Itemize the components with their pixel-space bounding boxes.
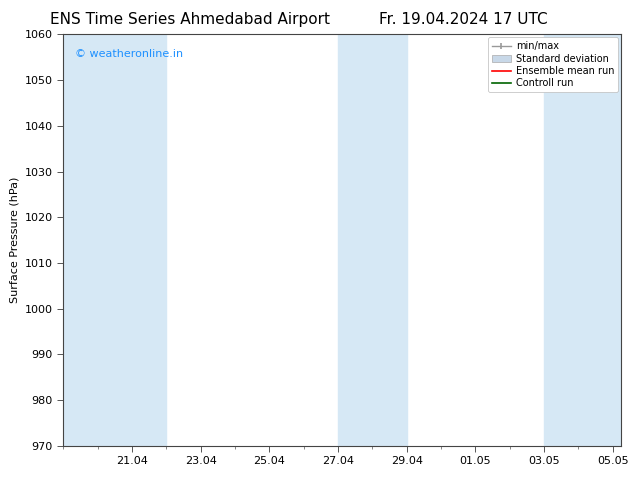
Text: ENS Time Series Ahmedabad Airport: ENS Time Series Ahmedabad Airport — [50, 12, 330, 27]
Bar — [544, 34, 621, 446]
Legend: min/max, Standard deviation, Ensemble mean run, Controll run: min/max, Standard deviation, Ensemble me… — [488, 37, 618, 92]
Bar — [63, 34, 166, 446]
Y-axis label: Surface Pressure (hPa): Surface Pressure (hPa) — [10, 177, 19, 303]
Text: © weatheronline.in: © weatheronline.in — [75, 49, 183, 59]
Bar — [338, 34, 407, 446]
Text: Fr. 19.04.2024 17 UTC: Fr. 19.04.2024 17 UTC — [378, 12, 547, 27]
